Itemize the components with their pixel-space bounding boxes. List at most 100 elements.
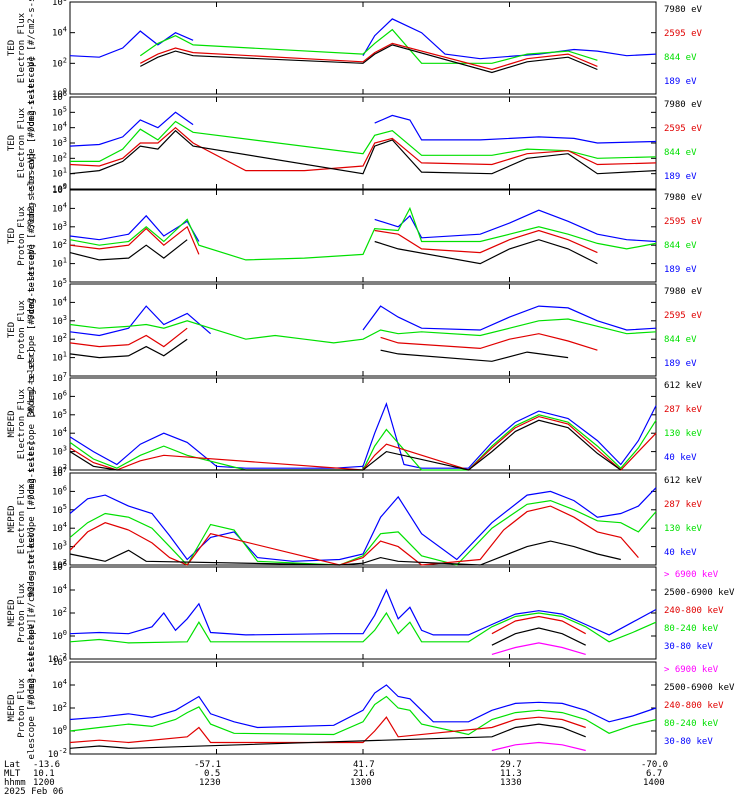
series-line <box>69 723 586 749</box>
legend-entry: 612 keV <box>664 476 703 486</box>
series-line <box>69 327 598 351</box>
panel-7: 10-2 100 102 104 106 MEPED Proton Flux 0deg tel… <box>7 526 735 699</box>
y-axis-label: MEPED <box>7 505 17 532</box>
footer-lat-1: -57.1 <box>194 760 222 770</box>
series-line <box>69 318 657 344</box>
legend-entry: 30-80 keV <box>664 642 713 652</box>
legend-entry: 40 keV <box>664 548 697 558</box>
series-line <box>69 505 639 566</box>
footer-hhmm-0: 1200 <box>33 778 55 788</box>
y-axis-label: 0deg telescope [#/cm2-s-str-eV] <box>27 0 37 132</box>
footer-mlt-3: 11.3 <box>500 769 522 779</box>
series-line <box>140 42 598 71</box>
y-tick-label: 102 <box>52 56 67 69</box>
y-axis-label: TED <box>7 228 17 244</box>
footer-mlt-1: 0.5 <box>204 769 221 779</box>
y-axis-label: 30deg telescope [#/cm2-s-str-eV] <box>27 243 37 416</box>
series-line <box>69 487 657 562</box>
legend-entry: 2595 eV <box>664 311 703 321</box>
y-tick-label: 102 <box>52 151 67 164</box>
series-line <box>69 695 657 736</box>
legend-entry: 844 eV <box>664 148 697 158</box>
y-tick-label: 100 <box>52 182 67 195</box>
y-axis-label: 90deg telescope [#/cm2-s-str-keV] <box>27 619 37 760</box>
series-line <box>69 18 657 60</box>
legend-entry: 844 eV <box>664 53 697 63</box>
series-line <box>69 225 598 255</box>
footer-lat-2: 41.7 <box>353 760 375 770</box>
y-tick-label: 101 <box>52 167 67 180</box>
plot-frame <box>69 1 657 95</box>
legend-entry: 130 keV <box>664 524 703 534</box>
y-tick-label: 104 <box>52 678 67 691</box>
legend-entry: 189 eV <box>664 172 697 182</box>
series-line <box>69 129 657 175</box>
y-tick-label: 102 <box>52 238 67 251</box>
y-tick-label: 105 <box>52 105 67 118</box>
y-axis-label: 0deg telescope [#/cm2-s-str-keV] <box>27 526 37 699</box>
legend-entry: 287 keV <box>664 500 703 510</box>
legend-entry: 40 keV <box>664 453 697 463</box>
legend-entry: 2595 eV <box>664 124 703 134</box>
y-tick-label: 104 <box>52 521 67 534</box>
footer-hhmm-3: 1330 <box>500 778 522 788</box>
y-tick-label: 105 <box>52 408 67 421</box>
legend-entry: 189 eV <box>664 359 697 369</box>
legend-entry: 844 eV <box>664 335 697 345</box>
y-tick-label: 104 <box>52 295 67 308</box>
legend-entry: 30-80 keV <box>664 737 713 747</box>
y-axis-label: TED <box>7 322 17 338</box>
y-tick-label: 103 <box>52 445 67 458</box>
y-tick-label: 100 <box>52 87 67 100</box>
legend-entry: 80-240 keV <box>664 719 719 729</box>
legend-entry: 612 keV <box>664 381 703 391</box>
legend-entry: 80-240 keV <box>664 624 719 634</box>
y-tick-label: 103 <box>52 540 67 553</box>
series-line <box>491 615 586 635</box>
series-line <box>69 414 657 471</box>
series-line <box>69 588 657 636</box>
y-tick-label: 106 <box>52 484 67 497</box>
legend-entry: > 6900 keV <box>664 570 719 580</box>
y-tick-label: 102 <box>52 558 67 571</box>
footer-hhmm-1: 1230 <box>199 778 221 788</box>
y-axis-label: MEPED <box>7 694 17 721</box>
series-line <box>69 111 657 147</box>
y-tick-label: 106 <box>52 0 67 8</box>
y-tick-label: 104 <box>52 201 67 214</box>
y-tick-label: 103 <box>52 314 67 327</box>
panel-8: 10-2 100 102 104 106 MEPED Proton Flux 90deg te… <box>7 619 735 798</box>
footer-mlt-4: 6.7 <box>646 769 663 779</box>
y-axis-label: Electron Flux <box>17 12 27 83</box>
series-line <box>69 540 621 566</box>
y-tick-label: 102 <box>52 606 67 619</box>
y-tick-label: 102 <box>52 701 67 714</box>
y-axis-label: Electron Flux <box>17 483 27 554</box>
footer-mlt-0: 10.1 <box>33 769 55 779</box>
y-tick-label: 104 <box>52 426 67 439</box>
y-axis-label: Proton Flux <box>17 300 27 360</box>
y-axis-label: Proton Flux <box>17 678 27 738</box>
series-line <box>69 611 657 644</box>
y-axis-label: Electron Flux <box>17 388 27 459</box>
series-line <box>69 401 657 469</box>
footer-hhmm-4: 1400 <box>643 778 665 788</box>
series-line <box>69 415 657 471</box>
y-axis-label: TED <box>7 40 17 56</box>
y-tick-label: 102 <box>52 463 67 476</box>
series-line <box>69 499 657 566</box>
legend-entry: 7980 eV <box>664 5 703 15</box>
legend-entry: 130 keV <box>664 429 703 439</box>
y-tick-label: 105 <box>52 183 67 196</box>
legend-entry: 844 eV <box>664 241 697 251</box>
y-axis-label: MEPED <box>7 410 17 437</box>
y-tick-label: 100 <box>52 724 67 737</box>
panel-2: 100 101 102 103 104 105 106 TED Electron Flux 30d… <box>7 56 703 229</box>
series-line <box>69 716 586 744</box>
y-axis-label: MEPED <box>7 599 17 626</box>
y-axis-label: 0deg telescope [#/cm2-s-str-eV] <box>27 152 37 320</box>
y-tick-label: 104 <box>52 583 67 596</box>
footer-hhmm-2: 1300 <box>350 778 372 788</box>
series-line <box>69 684 657 729</box>
